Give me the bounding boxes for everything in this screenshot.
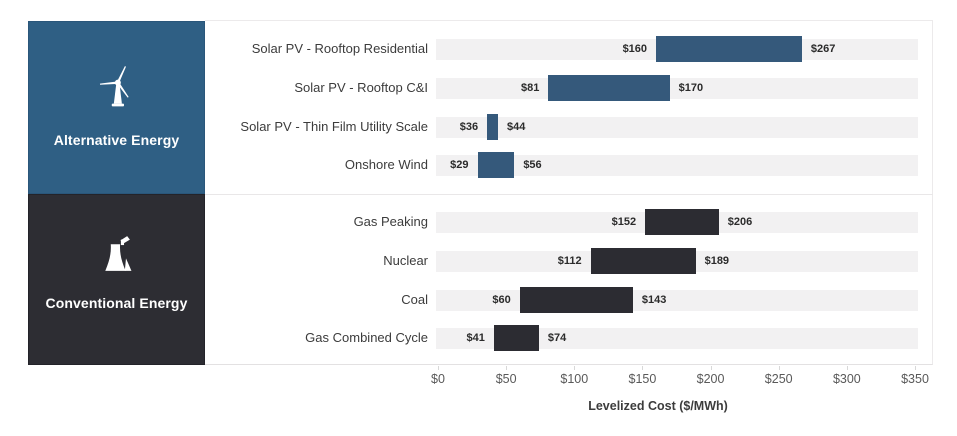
axis-tick-mark [438,366,439,370]
category-label: Onshore Wind [344,157,428,172]
conventional-energy-label: Conventional Energy [45,294,188,311]
axis-tick-label: $0 [431,372,445,386]
max-value-label: $56 [523,159,542,171]
conventional-energy-block: Conventional Energy [28,194,205,365]
axis-tick-label: $100 [560,372,589,386]
cooling-tower-icon [92,231,142,286]
max-value-label: $143 [641,294,667,306]
axis-tick-label: $200 [696,372,725,386]
axis-tick-mark [710,366,712,370]
range-bar [590,248,696,274]
min-value-label: $81 [521,82,540,94]
row-strip [436,327,918,349]
axis-tick-label: $50 [495,372,517,386]
min-value-label: $60 [492,294,511,306]
min-value-label: $41 [466,332,485,344]
category-label: Coal [401,292,428,307]
range-bar [477,152,515,178]
range-bar [645,209,719,235]
range-bar [487,114,498,140]
axis-tick-mark [778,366,780,370]
min-value-label: $29 [450,159,469,171]
axis-tick-label: $300 [832,372,861,386]
range-bar [493,325,539,351]
max-value-label: $267 [810,43,836,55]
row-strip [436,116,918,138]
category-label: Gas Combined Cycle [305,330,428,345]
wind-turbine-icon [89,56,145,123]
max-value-label: $44 [506,121,526,133]
min-value-label: $112 [557,255,582,267]
axis-tick-mark [642,366,644,370]
range-bar [548,75,670,101]
category-label: Nuclear [383,253,428,268]
max-value-label: $170 [678,82,704,94]
range-bar [519,287,633,313]
max-value-label: $189 [704,255,730,267]
row-strip [436,154,918,176]
axis-tick-mark [846,366,848,370]
section-divider [205,194,933,195]
alternative-energy-label: Alternative Energy [53,131,180,148]
max-value-label: $206 [727,216,753,228]
min-value-label: $36 [459,121,479,133]
alternative-energy-block: Alternative Energy [28,21,205,194]
axis-tick-label: $150 [628,372,657,386]
axis-tick-mark [915,366,916,370]
min-value-label: $160 [622,43,648,55]
chart-panel [205,20,933,365]
min-value-label: $152 [611,216,637,228]
range-bar [656,36,802,62]
x-axis-title: Levelized Cost ($/MWh) [588,399,728,413]
category-label: Solar PV - Rooftop C&I [294,80,428,95]
category-label: Solar PV - Thin Film Utility Scale [240,119,428,134]
axis-tick-label: $350 [901,372,929,386]
axis-tick-mark [506,366,508,370]
category-label: Solar PV - Rooftop Residential [251,41,428,56]
axis-tick-mark [574,366,576,370]
category-label: Gas Peaking [353,214,428,229]
max-value-label: $74 [547,332,567,344]
axis-tick-label: $250 [764,372,793,386]
